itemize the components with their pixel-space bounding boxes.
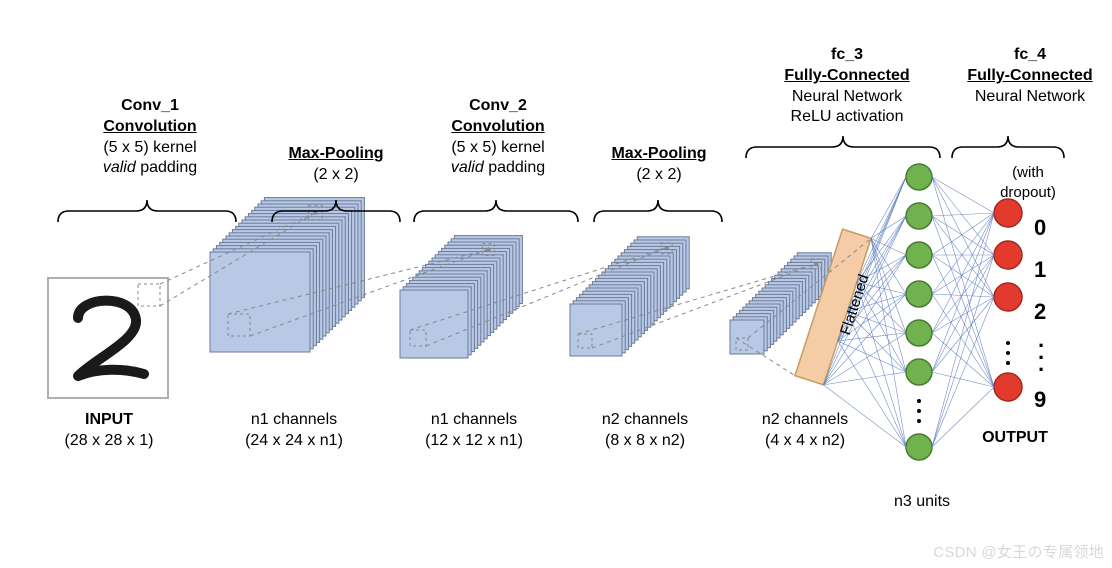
stack2-caption: n1 channels(12 x 12 x n1) [394,410,554,452]
conv1-label: Conv_1 Convolution (5 x 5) kernel valid … [60,96,240,179]
stack3-caption: n2 channels(8 x 8 x n2) [570,410,720,452]
out-label-0: 0 [1034,215,1046,241]
out-label-1: 1 [1034,257,1046,283]
conv2-label: Conv_2 Convolution (5 x 5) kernel valid … [408,96,588,179]
out-vdots: ··· [1038,340,1045,376]
dropout-label: (with dropout) [988,163,1068,202]
fc4-label: fc_4 Fully-Connected Neural Network [945,45,1112,107]
pool2-label: Max-Pooling (2 x 2) [584,144,734,186]
input-caption: INPUT(28 x 28 x 1) [44,410,174,452]
out-label-2: 2 [1034,299,1046,325]
stack1-caption: n1 channels(24 x 24 x n1) [214,410,374,452]
stack4-caption: n2 channels(4 x 4 x n2) [730,410,880,452]
pool1-label: Max-Pooling (2 x 2) [256,144,416,186]
fc3-label: fc_3 Fully-Connected Neural Network ReLU… [752,45,942,128]
fc3-units-label: n3 units [882,492,962,513]
output-caption: OUTPUT [970,428,1060,449]
out-label-9: 9 [1034,387,1046,413]
watermark: CSDN @女王の专属领地 [933,541,1104,562]
